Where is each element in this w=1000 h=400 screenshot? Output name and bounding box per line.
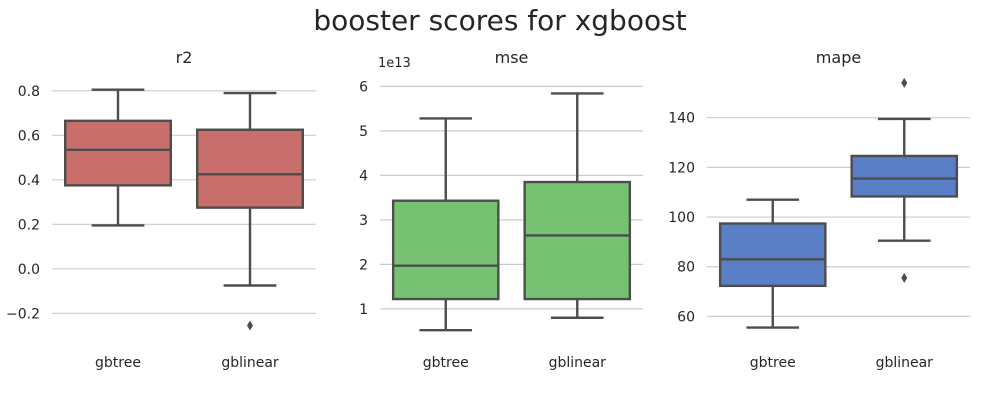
- xtick-label-gblinear: gblinear: [221, 355, 279, 371]
- ytick-label-r2: 0.2: [18, 217, 40, 233]
- box-mse-gbtree: [391, 117, 500, 332]
- outlier-marker: [901, 272, 908, 283]
- box-r2-gblinear: [195, 91, 304, 331]
- ytick-label-r2: 0.6: [18, 128, 40, 144]
- xtick-label-gbtree: gbtree: [95, 355, 141, 371]
- figure-title: booster scores for xgboost: [313, 4, 686, 37]
- xtick-label-gblinear: gblinear: [876, 355, 934, 371]
- box-r2-gbtree: [63, 88, 172, 227]
- ytick-label-mape: 120: [668, 160, 695, 176]
- iqr-box: [63, 119, 172, 187]
- iqr-box: [850, 154, 959, 198]
- ytick-label-r2: 0.8: [18, 84, 40, 100]
- ytick-label-mse: 4: [359, 168, 368, 184]
- outlier-marker: [901, 77, 908, 88]
- xtick-label-gbtree: gbtree: [750, 355, 796, 371]
- ytick-label-mse: 2: [359, 257, 368, 273]
- iqr-box: [391, 199, 500, 301]
- ytick-label-mape: 60: [677, 309, 695, 325]
- ytick-label-mse: 5: [359, 124, 368, 140]
- panel-title-r2: r2: [176, 48, 193, 67]
- ytick-label-mape: 140: [668, 111, 695, 127]
- xtick-label-gbtree: gbtree: [423, 355, 469, 371]
- iqr-box: [718, 222, 827, 288]
- panel-r2: r2 −0.2 0.0 0.2 0.4 0.6 0.8 gbtree gblinear: [6, 48, 316, 371]
- ytick-label-r2: 0.0: [18, 262, 40, 278]
- iqr-box: [195, 128, 304, 209]
- iqr-box: [523, 180, 632, 301]
- ytick-label-mape: 80: [677, 260, 695, 276]
- panel-title-mape: mape: [816, 48, 861, 67]
- panels: r2 −0.2 0.0 0.2 0.4 0.6 0.8 gbtree gblinear mse 1e…: [6, 48, 970, 371]
- ytick-label-mse: 1: [359, 302, 368, 318]
- box-mape-gblinear: [850, 77, 959, 283]
- ytick-label-r2: −0.2: [6, 306, 40, 322]
- xtick-label-gblinear: gblinear: [549, 355, 607, 371]
- ytick-label-mse: 3: [359, 213, 368, 229]
- ytick-label-mse: 6: [359, 79, 368, 95]
- outlier-marker: [247, 320, 253, 331]
- box-mape-gbtree: [718, 198, 827, 329]
- panel-title-mse: mse: [495, 48, 529, 67]
- panel-mse: mse 1e13 1 2 3 4 5 6 gbtree gblinear: [359, 48, 643, 371]
- box-mse-gblinear: [523, 92, 632, 319]
- ytick-label-r2: 0.4: [18, 173, 40, 189]
- ytick-label-mape: 100: [668, 210, 695, 226]
- panel-mape: mape 60 80 100 120 140 gbtree gblinear: [668, 48, 970, 371]
- offset-label-mse: 1e13: [378, 56, 411, 71]
